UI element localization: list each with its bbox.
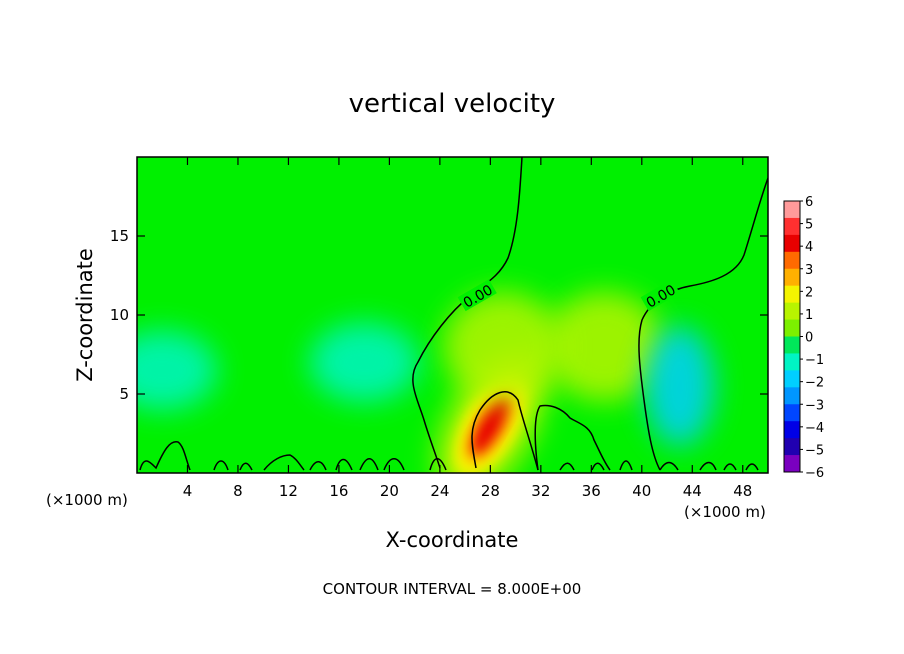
colorbar-swatch — [784, 455, 800, 473]
colorbar-tick-label: 4 — [805, 240, 813, 255]
colorbar-swatch — [784, 201, 800, 219]
colorbar-tick-label: −3 — [805, 398, 824, 413]
y-tick-label: 15 — [110, 227, 129, 245]
colorbar-swatch — [784, 404, 800, 422]
axis-ticks — [137, 157, 768, 473]
contour-label-bg — [457, 279, 497, 312]
x-tick-label: 36 — [582, 482, 601, 500]
y-tick-label: 10 — [110, 306, 129, 324]
colorbar-tick-label: 6 — [805, 195, 813, 210]
colorbar-tick-label: 0 — [805, 331, 813, 346]
colorbar-swatch — [784, 285, 800, 304]
colorbar: 6 5 4 3 2 1 0 −1 −2 −3 −4 −5 −6 — [783, 195, 824, 481]
colorbar-swatch — [784, 438, 800, 456]
velocity-field — [137, 291, 715, 473]
colorbar-swatch — [784, 217, 800, 236]
feature-weak-updraft — [543, 291, 664, 402]
x-tick-label: 28 — [481, 482, 500, 500]
feature-weak-downdraft — [309, 322, 420, 403]
colorbar-swatch — [784, 370, 800, 388]
updraft-core — [472, 397, 509, 454]
colorbar-tick-label: −1 — [805, 353, 824, 368]
colorbar-swatch — [784, 421, 800, 439]
x-unit-right: (×1000 m) — [684, 503, 766, 521]
colorbar-swatch — [784, 302, 800, 321]
x-tick-label: 40 — [632, 482, 651, 500]
x-tick-label: 24 — [430, 482, 449, 500]
plot-area: 0.00 0.00 — [136, 156, 769, 474]
chart-title: vertical velocity — [349, 89, 556, 119]
colorbar-tick-label: 1 — [805, 308, 813, 323]
colorbar-tick-label: −6 — [805, 466, 824, 481]
feature-weak-downdraft — [137, 330, 218, 411]
colorbar-tick-label: −4 — [805, 421, 824, 436]
x-tick-labels: 4 8 12 16 20 24 28 32 36 40 44 48 — [183, 482, 753, 500]
contour-lower-boundary — [139, 441, 759, 471]
colorbar-swatch — [784, 319, 800, 337]
y-tick-labels: 5 10 15 — [110, 227, 129, 403]
colorbar-tick-label: 5 — [805, 218, 813, 233]
contour-interval-note: CONTOUR INTERVAL = 8.000E+00 — [323, 580, 582, 598]
feature-downdraft — [644, 326, 715, 447]
x-axis-label: X-coordinate — [386, 528, 519, 552]
contour-line-left — [412, 157, 539, 471]
y-tick-label: 5 — [119, 385, 129, 403]
colorbar-swatch — [784, 353, 800, 371]
contour-label-bg — [640, 279, 680, 312]
x-tick-label: 44 — [683, 482, 702, 500]
colorbar-tick-label: 2 — [805, 285, 813, 300]
colorbar-swatch — [784, 268, 800, 287]
colorbar-tick-label: −2 — [805, 376, 824, 391]
colorbar-tick-label: 3 — [805, 263, 813, 278]
y-axis-label: Z-coordinate — [73, 248, 97, 382]
x-tick-label: 16 — [329, 482, 348, 500]
contour-loop-right — [534, 404, 611, 471]
x-tick-label: 8 — [233, 482, 243, 500]
x-unit-left: (×1000 m) — [46, 491, 128, 509]
x-tick-label: 12 — [279, 482, 298, 500]
x-tick-label: 20 — [380, 482, 399, 500]
colorbar-tick-label: −5 — [805, 443, 824, 458]
colorbar-swatch — [784, 234, 800, 253]
zero-contours — [139, 157, 768, 471]
colorbar-swatch — [784, 387, 800, 405]
x-tick-label: 32 — [531, 482, 550, 500]
colorbar-swatch — [784, 336, 800, 354]
x-tick-label: 48 — [733, 482, 752, 500]
colorbar-swatch — [784, 251, 800, 270]
x-tick-label: 4 — [183, 482, 193, 500]
feature-weak-updraft — [442, 291, 563, 402]
